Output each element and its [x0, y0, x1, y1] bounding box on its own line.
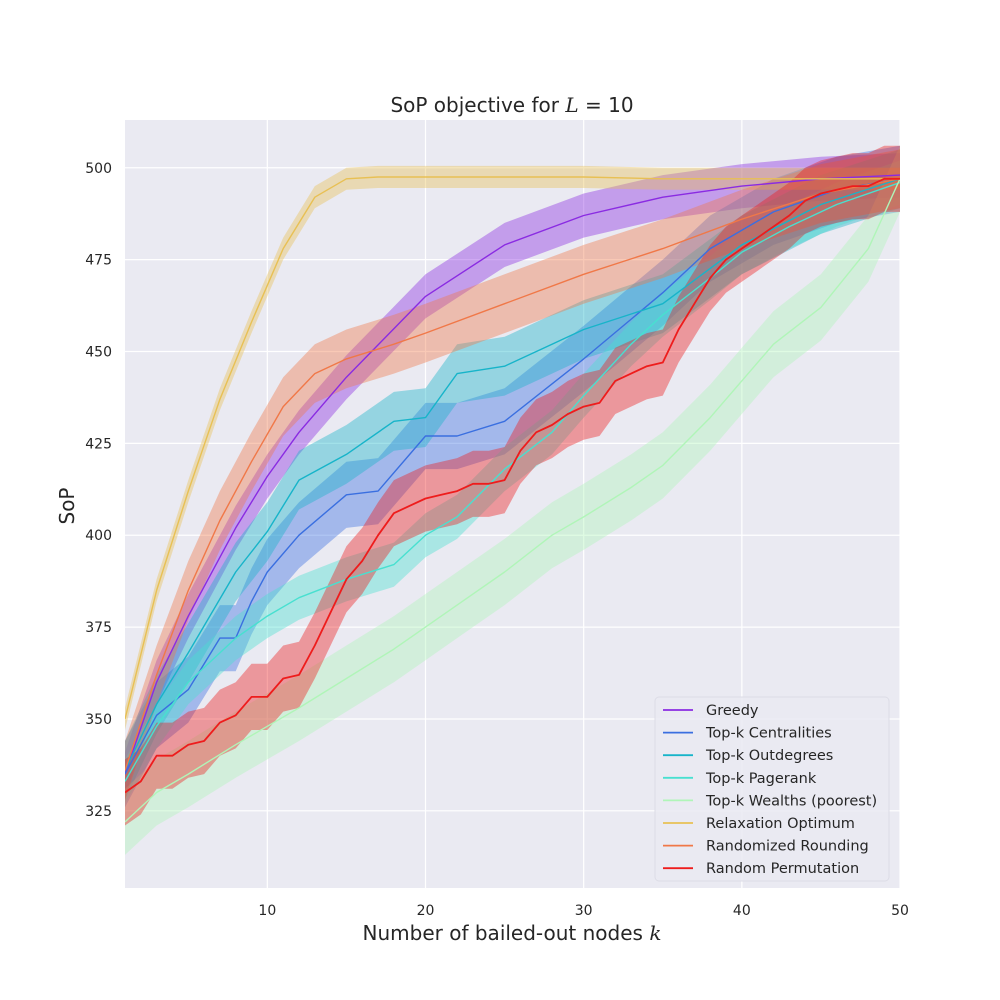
- legend-label-top-k-wealths-poorest: Top-k Wealths (poorest): [705, 793, 877, 809]
- x-tick-label: 50: [891, 903, 909, 919]
- y-tick-label: 500: [85, 161, 112, 177]
- y-axis-title: SoP: [55, 488, 79, 525]
- x-tick-label: 40: [733, 903, 751, 919]
- series-lines: [125, 174, 900, 823]
- top-k-wealths-poorest-line: [125, 178, 900, 823]
- relaxation-optimum-line: [125, 176, 900, 720]
- legend-label-greedy: Greedy: [706, 703, 759, 719]
- y-tick-labels: 325 350 375 400 425 450 475 500: [85, 161, 112, 820]
- random-permutation-line: [125, 177, 900, 794]
- randomized-rounding-line: [125, 178, 900, 771]
- legend-label-top-k-outdegrees: Top-k Outdegrees: [705, 748, 833, 764]
- top-k-wealths-poorest-band: [125, 145, 900, 855]
- top-k-centralities-line: [125, 178, 900, 775]
- legend-label-randomized-rounding: Randomized Rounding: [706, 839, 869, 855]
- chart-title: SoP objective for L = 10: [390, 93, 633, 117]
- randomized-rounding-band: [125, 149, 900, 800]
- y-tick-label: 450: [85, 345, 112, 361]
- y-tick-label: 375: [85, 620, 112, 636]
- x-tick-labels: 10 20 30 40 50: [258, 903, 908, 919]
- y-tick-label: 350: [85, 712, 112, 728]
- x-tick-label: 20: [417, 903, 435, 919]
- greedy-line: [125, 174, 900, 775]
- legend-label-random-permutation: Random Permutation: [706, 861, 859, 877]
- greedy-band: [125, 153, 900, 797]
- x-tick-label: 10: [258, 903, 276, 919]
- top-k-outdegrees-band: [125, 149, 900, 800]
- legend-label-top-k-centralities: Top-k Centralities: [705, 726, 832, 742]
- y-tick-label: 425: [85, 436, 112, 452]
- y-tick-label: 325: [85, 804, 112, 820]
- y-tick-label: 400: [85, 528, 112, 544]
- legend: Greedy Top-k Centralities Top-k Outdegrees…: [654, 696, 890, 882]
- x-axis-title: Number of bailed-out nodes k: [363, 921, 662, 945]
- y-tick-label: 475: [85, 253, 112, 269]
- x-tick-label: 30: [575, 903, 593, 919]
- legend-label-relaxation-optimum: Relaxation Optimum: [706, 816, 855, 832]
- top-k-pagerank-band: [125, 160, 900, 804]
- top-k-outdegrees-line: [125, 178, 900, 771]
- random-permutation-band: [125, 145, 900, 826]
- legend-label-top-k-pagerank: Top-k Pagerank: [705, 771, 817, 787]
- top-k-pagerank-line: [125, 181, 900, 782]
- legend-frame: [654, 696, 890, 882]
